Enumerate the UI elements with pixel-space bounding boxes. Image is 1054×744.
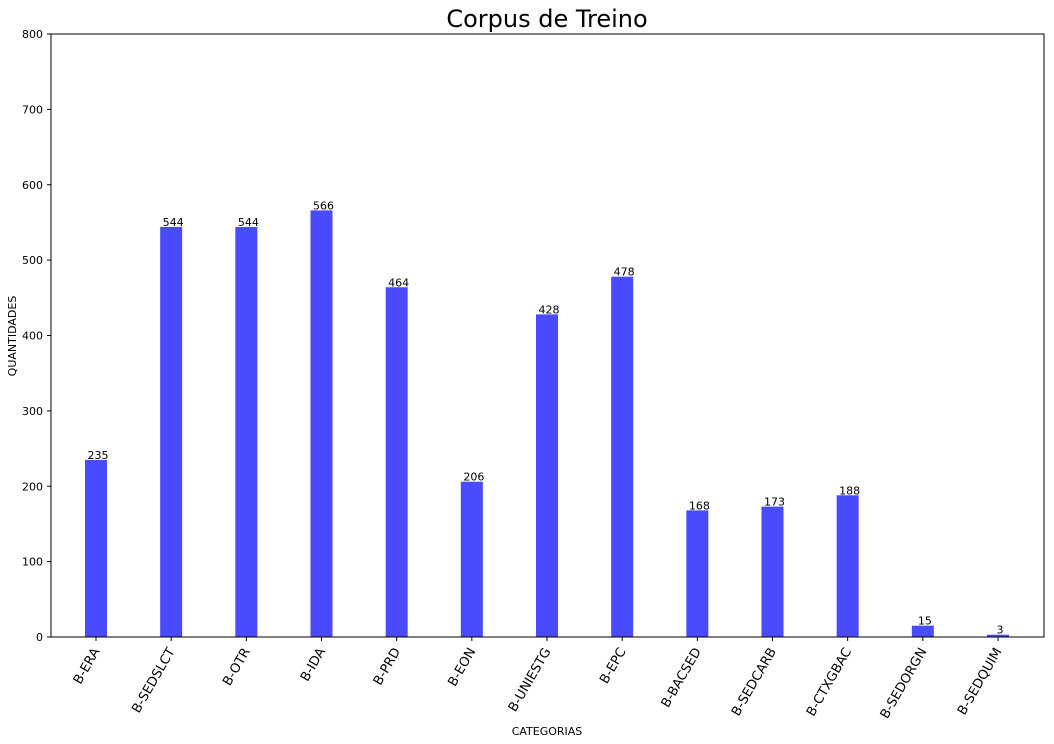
x-tick-label: B-CTXGBAC	[804, 646, 855, 720]
x-tick-label: B-EPC	[597, 646, 629, 687]
x-tick-label: B-SEDCARB	[729, 646, 780, 719]
x-axis-label: CATEGORIAS	[512, 725, 583, 738]
data-label: 478	[614, 266, 635, 279]
x-tick-label: B-ERA	[71, 645, 104, 687]
x-tick-label: B-UNIESTG	[506, 646, 555, 715]
data-label: 428	[539, 303, 560, 316]
y-tick-label: 300	[22, 405, 43, 418]
data-label: 15	[918, 615, 932, 628]
x-tick-label: B-SEDORGN	[878, 646, 931, 722]
bar-b-ctxgbac	[836, 495, 859, 637]
bar-b-era	[85, 459, 107, 637]
data-label: 464	[388, 276, 409, 289]
bar-b-sedorgn	[911, 625, 934, 637]
y-tick-label: 200	[22, 480, 43, 493]
y-tick-label: 0	[36, 631, 43, 644]
y-tick-label: 500	[22, 254, 43, 267]
data-label: 544	[163, 216, 184, 229]
plot-area: 0 100 200 300 400 500 600 700 800 235 B-ERA 544 B-SE…	[22, 28, 1009, 722]
bar-b-sedquim	[987, 634, 1009, 637]
x-tick-label: B-SEDSLCT	[129, 645, 178, 715]
x-tick-label: B-OTR	[220, 646, 254, 689]
bar-b-uniestg	[536, 314, 558, 637]
data-label: 3	[997, 624, 1004, 637]
bar-b-otr	[235, 226, 258, 637]
y-tick-label: 100	[22, 556, 43, 569]
chart-title: Corpus de Treino	[446, 5, 647, 33]
x-tick-label: B-SEDQUIM	[955, 646, 1005, 718]
bar-b-bacsed	[686, 510, 709, 637]
x-tick-label: B-PRD	[371, 646, 404, 689]
data-label: 188	[839, 484, 860, 497]
bar-b-prd	[385, 287, 408, 637]
data-label: 168	[689, 499, 710, 512]
bar-b-eon	[460, 481, 483, 637]
data-label: 206	[463, 471, 484, 484]
bar-b-ida	[310, 210, 333, 637]
y-tick-label: 800	[22, 28, 43, 41]
x-tick-label: B-BACSED	[659, 646, 705, 711]
data-label: 235	[88, 449, 109, 462]
y-tick-label: 400	[22, 330, 43, 343]
x-tick-label: B-IDA	[298, 645, 329, 684]
data-label: 566	[313, 199, 334, 212]
plot-frame	[50, 33, 1045, 638]
y-tick-label: 600	[22, 179, 43, 192]
y-tick-label: 700	[22, 103, 43, 116]
bar-b-sedslct	[160, 226, 183, 637]
bar-b-sedcarb	[761, 506, 784, 637]
x-tick-label: B-EON	[445, 646, 479, 690]
bar-b-epc	[611, 276, 634, 637]
y-axis-label: QUANTIDADES	[6, 296, 19, 377]
data-label: 173	[764, 496, 785, 509]
data-label: 544	[238, 216, 259, 229]
